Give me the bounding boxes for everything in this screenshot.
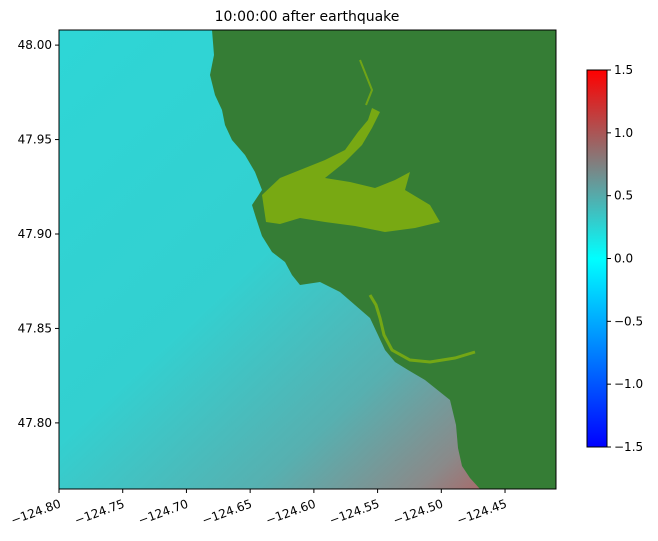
inundated-bay [262,108,440,232]
x-tick-label: −124.50 [391,497,445,528]
x-tick-label: −124.60 [264,497,318,528]
x-tick-label: −124.70 [136,497,190,528]
colorbar-ticks: −1.5 −1.0 −0.5 0.0 0.5 1.0 1.5 [607,63,643,454]
y-tick-label: 48.00 [18,38,52,52]
y-axis-ticks: 47.80 47.85 47.90 47.95 48.00 [18,38,59,430]
inundated-inlet [359,59,374,106]
inundated-river [368,294,476,364]
chart-title: 10:00:00 after earthquake [215,9,400,25]
colorbar-tick-label: −0.5 [614,314,643,328]
y-tick-label: 47.95 [18,133,52,147]
x-tick-label: −124.55 [328,497,382,528]
colorbar-tick-label: −1.5 [614,440,643,454]
y-tick-label: 47.80 [18,416,52,430]
x-tick-label: −124.45 [455,497,509,528]
x-tick-label: −124.75 [73,497,127,528]
colorbar-tick-label: 0.5 [614,189,633,203]
x-tick-label: −124.80 [9,497,63,528]
y-tick-label: 47.90 [18,227,52,241]
plot-frame [58,29,557,490]
colorbar [587,70,607,447]
x-tick-label: −124.65 [200,497,254,528]
colorbar-tick-label: 0.0 [614,252,633,266]
colorbar-tick-label: 1.5 [614,63,633,77]
colorbar-tick-label: −1.0 [614,377,643,391]
y-tick-label: 47.85 [18,321,52,335]
plot-area [59,30,556,489]
land-mass [210,30,556,489]
x-axis-ticks: −124.80 −124.75 −124.70 −124.65 −124.60 −124.… [9,489,509,528]
colorbar-tick-label: 1.0 [614,126,633,140]
